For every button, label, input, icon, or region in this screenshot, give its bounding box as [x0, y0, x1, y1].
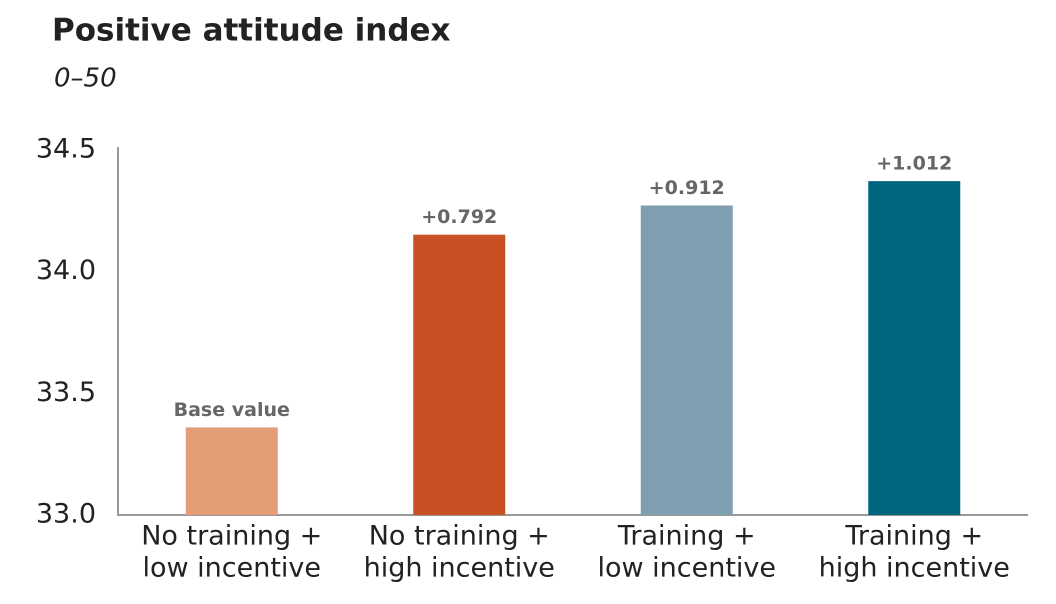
- x-tick-label: No training +: [369, 521, 550, 552]
- x-tick-label: Training +: [617, 521, 756, 552]
- x-tick-label: low incentive: [597, 553, 776, 584]
- chart-title: Positive attitude index: [52, 13, 451, 49]
- x-tick-label: high incentive: [364, 553, 555, 584]
- bar: [868, 181, 961, 515]
- chart-subtitle: 0–50: [54, 64, 117, 94]
- bar: [413, 234, 506, 515]
- y-tick-label: 33.5: [36, 377, 96, 408]
- x-tick-label: Training +: [844, 521, 983, 552]
- bar-annotation: +1.012: [876, 153, 952, 175]
- x-tick-label: No training +: [141, 521, 322, 552]
- bar: [185, 427, 278, 515]
- bar-annotation: +0.912: [649, 177, 725, 199]
- y-tick-label: 33.0: [36, 499, 96, 530]
- x-tick-label: low incentive: [142, 553, 321, 584]
- y-tick-label: 34.5: [36, 134, 96, 165]
- x-tick-label: high incentive: [819, 553, 1010, 584]
- bar-annotation: +0.792: [421, 206, 497, 228]
- bar: [640, 205, 733, 516]
- y-tick-label: 34.0: [36, 255, 96, 286]
- bar-annotation: Base value: [174, 399, 290, 421]
